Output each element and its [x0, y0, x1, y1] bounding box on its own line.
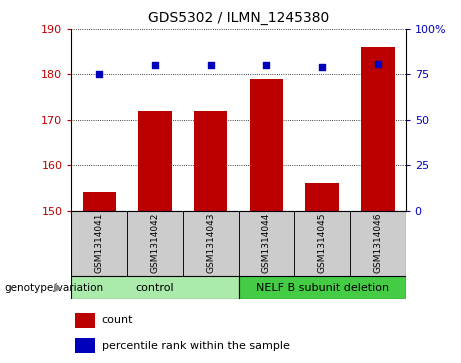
Bar	[75, 338, 95, 354]
Title: GDS5302 / ILMN_1245380: GDS5302 / ILMN_1245380	[148, 11, 329, 25]
Text: genotype/variation: genotype/variation	[5, 283, 104, 293]
Point	[95, 72, 103, 77]
Text: GSM1314043: GSM1314043	[206, 213, 215, 273]
Bar	[138, 111, 171, 211]
Text: NELF B subunit deletion: NELF B subunit deletion	[255, 283, 389, 293]
Bar	[83, 192, 116, 211]
Bar	[238, 276, 406, 299]
Bar	[294, 211, 350, 276]
Bar	[350, 211, 406, 276]
Text: GSM1314041: GSM1314041	[95, 213, 104, 273]
Point	[263, 62, 270, 68]
Text: GSM1314045: GSM1314045	[318, 213, 327, 273]
Text: GSM1314046: GSM1314046	[373, 213, 382, 273]
Bar	[71, 211, 127, 276]
Text: GSM1314042: GSM1314042	[150, 213, 160, 273]
Bar	[361, 47, 395, 211]
Point	[207, 62, 214, 68]
Text: GSM1314044: GSM1314044	[262, 213, 271, 273]
Bar	[75, 313, 95, 328]
Bar	[71, 276, 239, 299]
Bar	[250, 79, 283, 211]
Bar	[305, 183, 339, 211]
Bar	[194, 111, 227, 211]
Bar	[238, 211, 294, 276]
Text: ▶: ▶	[54, 283, 62, 293]
Text: count: count	[101, 315, 133, 326]
Text: control: control	[136, 283, 174, 293]
Bar	[183, 211, 238, 276]
Point	[374, 61, 382, 66]
Point	[151, 62, 159, 68]
Point	[319, 64, 326, 70]
Text: percentile rank within the sample: percentile rank within the sample	[101, 341, 290, 351]
Bar	[127, 211, 183, 276]
